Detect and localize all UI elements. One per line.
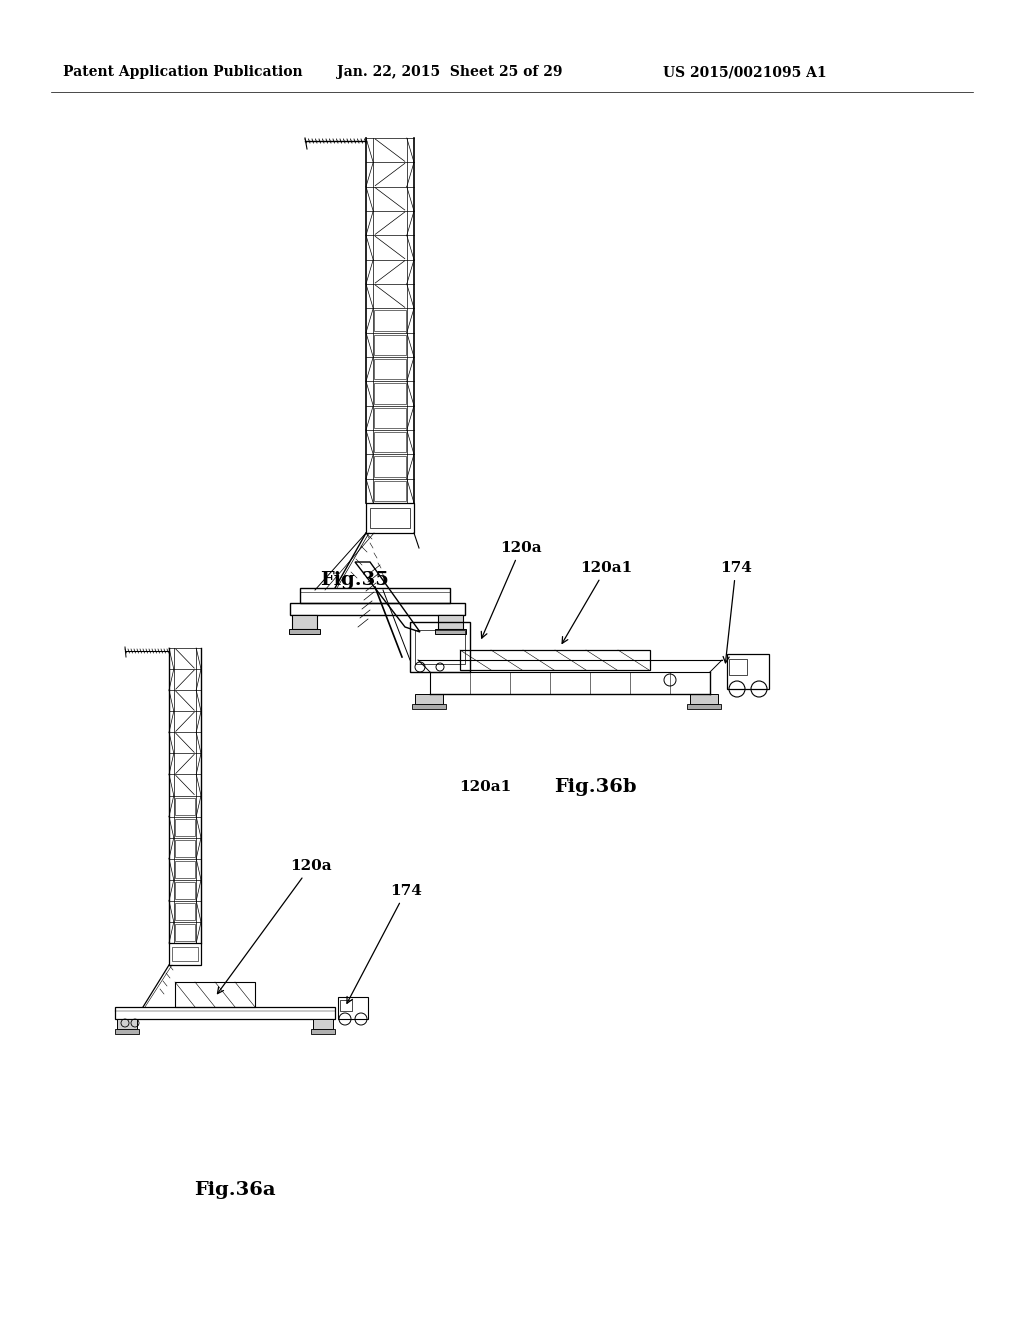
Bar xyxy=(370,508,410,528)
Bar xyxy=(460,649,650,671)
Bar xyxy=(117,1019,137,1030)
Bar xyxy=(175,861,196,878)
Bar xyxy=(410,622,470,672)
Bar xyxy=(311,1030,335,1034)
Bar xyxy=(415,694,443,704)
Text: Fig.36a: Fig.36a xyxy=(195,1181,275,1199)
Bar xyxy=(175,903,196,920)
Bar xyxy=(435,630,466,634)
Bar xyxy=(340,1001,352,1011)
Bar xyxy=(415,630,465,664)
Bar xyxy=(690,694,718,704)
Bar xyxy=(374,408,406,428)
Bar xyxy=(374,359,406,379)
Bar xyxy=(374,432,406,453)
Text: 120a1: 120a1 xyxy=(562,561,632,643)
Bar xyxy=(338,997,368,1019)
Bar xyxy=(366,503,414,533)
Bar xyxy=(374,335,406,355)
Bar xyxy=(374,310,406,331)
Bar xyxy=(727,653,769,689)
Text: 174: 174 xyxy=(347,884,422,1003)
Bar xyxy=(374,383,406,404)
Text: Jan. 22, 2015  Sheet 25 of 29: Jan. 22, 2015 Sheet 25 of 29 xyxy=(337,65,563,79)
Bar xyxy=(175,924,196,941)
Text: 120a: 120a xyxy=(481,541,542,638)
Bar xyxy=(290,603,465,615)
Bar xyxy=(172,946,198,961)
Bar xyxy=(289,630,319,634)
Bar xyxy=(374,457,406,477)
Text: Patent Application Publication: Patent Application Publication xyxy=(63,65,303,79)
Bar xyxy=(175,840,196,857)
Text: 174: 174 xyxy=(720,561,752,663)
Bar xyxy=(438,615,463,630)
Bar xyxy=(169,942,201,965)
Text: Fig.36b: Fig.36b xyxy=(554,777,636,796)
Bar xyxy=(374,480,406,502)
Bar xyxy=(729,659,746,675)
Bar xyxy=(115,1007,335,1019)
Text: US 2015/0021095 A1: US 2015/0021095 A1 xyxy=(664,65,826,79)
Text: Fig.35: Fig.35 xyxy=(321,572,389,589)
Bar xyxy=(313,1019,333,1030)
Bar xyxy=(412,704,446,709)
Bar xyxy=(175,818,196,836)
Bar xyxy=(175,882,196,899)
Bar xyxy=(300,587,450,603)
Bar xyxy=(292,615,317,630)
Text: 120a: 120a xyxy=(217,859,332,994)
Bar xyxy=(687,704,721,709)
Bar xyxy=(175,982,255,1007)
Text: 120a1: 120a1 xyxy=(459,780,511,795)
Bar xyxy=(175,797,196,814)
Bar xyxy=(115,1030,139,1034)
